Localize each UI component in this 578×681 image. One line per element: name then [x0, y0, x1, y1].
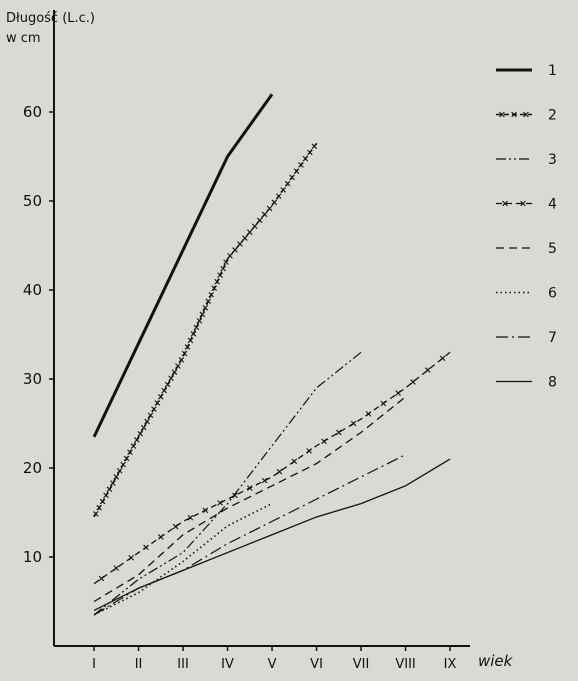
x-tick-label: II [135, 657, 143, 672]
series-2 [92, 142, 318, 518]
x-tick-label: I [92, 657, 96, 672]
y-tick-label: 40 [23, 281, 42, 299]
legend-item-7: 7 [496, 330, 557, 346]
x-axis-label: wiek [478, 652, 514, 670]
series-5 [93, 396, 406, 603]
y-tick-label: 30 [23, 370, 42, 388]
series-line [93, 458, 451, 611]
x-ticks: I II III IV V VI VII VIII IX [92, 646, 457, 672]
y-tick-label: 60 [23, 103, 42, 121]
series-3 [93, 351, 362, 616]
legend-label: 5 [548, 241, 557, 257]
legend-item-3: 3 [496, 152, 557, 168]
y-tick-label: 10 [23, 548, 42, 566]
x-tick-label: VII [353, 657, 370, 672]
series-line [93, 454, 406, 616]
series-8 [93, 458, 451, 611]
legend-item-6: 6 [496, 286, 557, 302]
y-axis-label-line1: Długość (L.c.) [6, 11, 95, 26]
legend-label: 1 [548, 63, 557, 79]
series-line [93, 351, 451, 585]
legend-label: 7 [548, 330, 557, 346]
series-line [93, 142, 318, 518]
series-4 [93, 351, 451, 585]
legend-label: 2 [548, 108, 557, 124]
x-tick-label: V [268, 657, 277, 672]
series-lines [92, 93, 451, 616]
series-6 [93, 502, 273, 616]
x-tick-label: IX [444, 657, 457, 672]
series-line [92, 93, 274, 438]
series-7 [93, 454, 406, 616]
series-1 [92, 93, 274, 438]
x-tick-label: IV [221, 657, 234, 672]
x-tick-label: III [177, 657, 189, 672]
legend-item-4: 4 [496, 197, 557, 213]
legend: 1 2 3 4 5 6 7 8 [496, 63, 557, 391]
x-tick-label: VI [310, 657, 323, 672]
legend-item-1: 1 [496, 63, 557, 79]
axes: Długość (L.c.) w cm wiek [6, 10, 514, 670]
legend-item-2: 2 [496, 108, 557, 124]
legend-label: 8 [548, 375, 557, 391]
legend-label: 3 [548, 152, 557, 168]
legend-label: 6 [548, 286, 557, 302]
legend-item-5: 5 [496, 241, 557, 257]
y-ticks: 10 20 30 40 50 60 [23, 103, 54, 566]
y-tick-label: 50 [23, 192, 42, 210]
series-line [93, 502, 273, 616]
series-line [93, 351, 362, 616]
y-axis-label-line2: w cm [6, 31, 41, 46]
x-tick-label: VIII [395, 657, 415, 672]
y-tick-label: 20 [23, 459, 42, 477]
series-line [93, 396, 406, 603]
legend-label: 4 [548, 197, 557, 213]
legend-item-8: 8 [496, 375, 557, 391]
